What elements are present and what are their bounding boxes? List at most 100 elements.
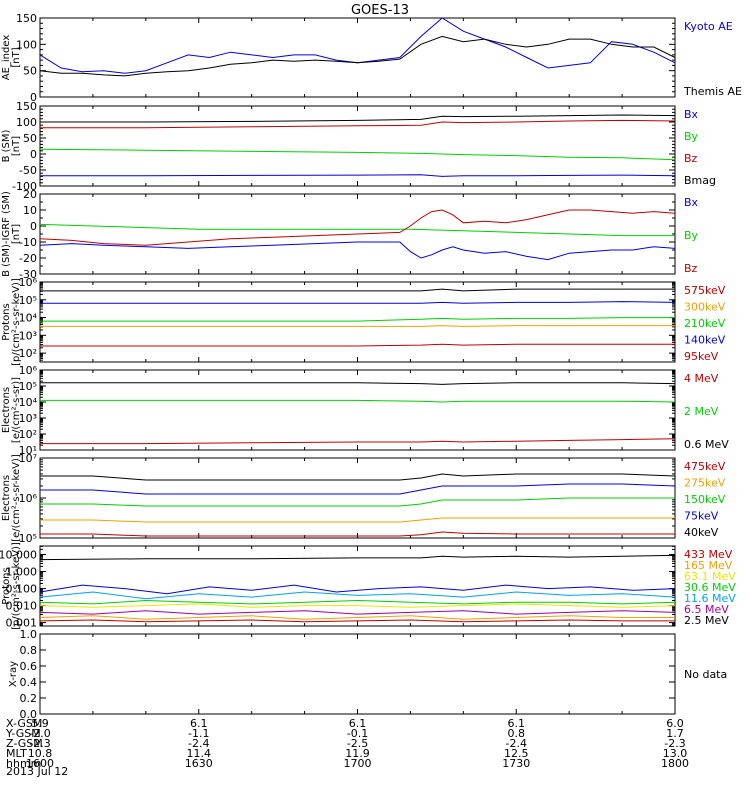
series-line <box>39 241 676 261</box>
legend-entry: 165 MeV <box>684 559 733 572</box>
y-tick-label: 10⁴ <box>19 312 38 325</box>
x-axis-value: -2.3 <box>664 737 685 750</box>
x-axis-value: 6.0 <box>666 717 684 730</box>
y-tick-label: 10³ <box>19 412 37 425</box>
y-tick-label: 10² <box>19 347 37 360</box>
x-axis-row-label: hhmm <box>6 757 41 770</box>
x-axis-row-label: Y-GSM <box>5 727 41 740</box>
series-line <box>39 599 676 605</box>
y-tick-label: 10⁶ <box>19 492 38 505</box>
x-axis-value: -2.3 <box>29 737 50 750</box>
y-tick-label: 0.2 <box>20 692 38 705</box>
x-axis-value: -2.4 <box>188 737 209 750</box>
x-axis-value: 6.1 <box>508 717 526 730</box>
series-line <box>40 114 676 123</box>
series-line <box>40 301 676 304</box>
x-axis-value: 12.5 <box>504 747 529 760</box>
y-tick-label: 1.0 <box>20 628 38 641</box>
x-axis-value: 6.1 <box>190 717 208 730</box>
x-axis-value: 1730 <box>502 757 530 770</box>
y-tick-label: 1.000 <box>6 566 38 579</box>
y-tick-label: 0 <box>30 220 37 233</box>
y-tick-label: 0.8 <box>20 644 38 657</box>
legend-entry: 300keV <box>684 301 726 314</box>
y-tick-label: 10⁴ <box>19 396 38 409</box>
x-axis-value: 11.4 <box>187 747 212 760</box>
series-line <box>39 584 676 595</box>
y-tick-label: 10 <box>23 204 37 217</box>
x-axis-row-label: MLT <box>6 747 27 760</box>
series-line <box>40 438 676 445</box>
legend-entry: Bx <box>684 108 699 121</box>
series-line <box>40 119 676 129</box>
legend-entry: 2 MeV <box>684 405 719 418</box>
y-tick-label: -50 <box>19 164 37 177</box>
x-axis-value: -2.5 <box>347 737 368 750</box>
legend-entry: Bz <box>684 152 698 165</box>
x-axis-value: 6.1 <box>349 717 367 730</box>
y-axis-title: Protons <box>1 567 12 604</box>
y-tick-label: 150 <box>16 12 37 25</box>
y-tick-label: -30 <box>19 268 37 281</box>
y-axis-title: [e/(cm²-s-sr)] <box>11 377 22 443</box>
x-axis-value: -2.4 <box>506 737 527 750</box>
y-tick-label: 10⁶ <box>19 276 38 289</box>
legend-entry: 575keV <box>684 284 726 297</box>
legend-entry: No data <box>684 668 727 681</box>
y-tick-label: 10³ <box>19 329 37 342</box>
series-line <box>40 473 676 481</box>
legend-entry: 210keV <box>684 317 726 330</box>
y-tick-label: 10⁶ <box>19 364 38 377</box>
series-line <box>40 399 676 403</box>
x-axis-table: X-GSMY-GSMZ-GSMMLThhmm5.9-2.0-2.310.8160… <box>5 717 689 770</box>
legend-entry: 75keV <box>684 510 719 523</box>
y-tick-label: 10¹ <box>19 444 37 457</box>
legend-entry: 2.5 MeV <box>684 614 729 627</box>
y-axis-title: [p/(cm²-s-sr-keV)] <box>11 278 22 366</box>
x-axis-value: -0.1 <box>347 727 368 740</box>
y-axis-title: [p/(cm²-s-sr-keV)] <box>11 542 22 630</box>
legend-entry: 275keV <box>684 477 726 490</box>
x-axis-row-label: Z-GSM <box>6 737 43 750</box>
panel-bsm: -100 -50 0 50 100 150 B (SM) [nT] Bx By Bz Bmag <box>1 100 716 193</box>
legend-entry: 40keV <box>684 526 719 539</box>
x-axis-value: 10.8 <box>28 747 53 760</box>
x-axis-value: 0.8 <box>508 727 526 740</box>
legend-entry: Bmag <box>684 174 716 187</box>
y-tick-label: 10⁵ <box>19 294 37 307</box>
series-line <box>40 325 675 327</box>
series-line <box>39 619 675 623</box>
y-axis-title: [nT] <box>11 224 22 244</box>
y-tick-label: 0 <box>30 91 37 104</box>
y-axis-title: [nT] <box>11 47 22 67</box>
legend-entry: 475keV <box>684 460 726 473</box>
y-tick-label: 0.0 <box>20 708 38 721</box>
legend-entry: 150keV <box>684 493 726 506</box>
x-axis-row-label: X-GSM <box>6 717 42 730</box>
series-line <box>40 174 676 177</box>
legend-entry: 433 MeV <box>684 548 733 561</box>
y-axis-title: B (SM) <box>1 129 12 162</box>
panel-frame <box>39 17 676 98</box>
x-axis-value: 13.0 <box>663 747 688 760</box>
y-tick-label: -10 <box>19 236 37 249</box>
y-tick-label: 0.100 <box>6 583 38 596</box>
y-axis-title: [e/(cm²-s-sr-keV)] <box>11 454 22 542</box>
x-axis-value: 1800 <box>661 757 689 770</box>
y-tick-label: 0.4 <box>20 676 38 689</box>
series-line <box>39 591 676 600</box>
x-axis-value: 1600 <box>26 757 54 770</box>
x-axis-value: 1630 <box>185 757 213 770</box>
series-line <box>40 483 676 495</box>
legend-entry: Bz <box>684 262 698 275</box>
x-axis-value: 5.9 <box>31 717 49 730</box>
y-tick-label: 100 <box>16 38 37 51</box>
y-tick-label: 10² <box>19 428 37 441</box>
legend-entry: 30.6 MeV <box>684 581 736 594</box>
y-tick-label: 10⁵ <box>19 380 37 393</box>
panel-xray: 0.0 0.2 0.4 0.6 0.8 1.0 X-ray No data <box>8 628 727 721</box>
series-line <box>39 610 676 615</box>
legend-entry: 11.6 MeV <box>684 592 736 605</box>
